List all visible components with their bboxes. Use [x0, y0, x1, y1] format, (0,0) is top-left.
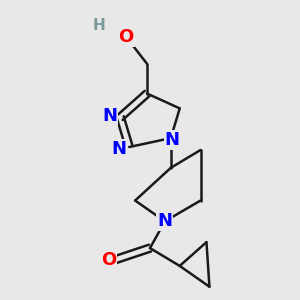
- Text: N: N: [158, 212, 172, 230]
- Text: N: N: [165, 130, 180, 148]
- Text: O: O: [118, 28, 134, 46]
- Text: H: H: [93, 18, 106, 33]
- Text: N: N: [111, 140, 126, 158]
- Text: N: N: [102, 107, 117, 125]
- Text: O: O: [101, 251, 116, 269]
